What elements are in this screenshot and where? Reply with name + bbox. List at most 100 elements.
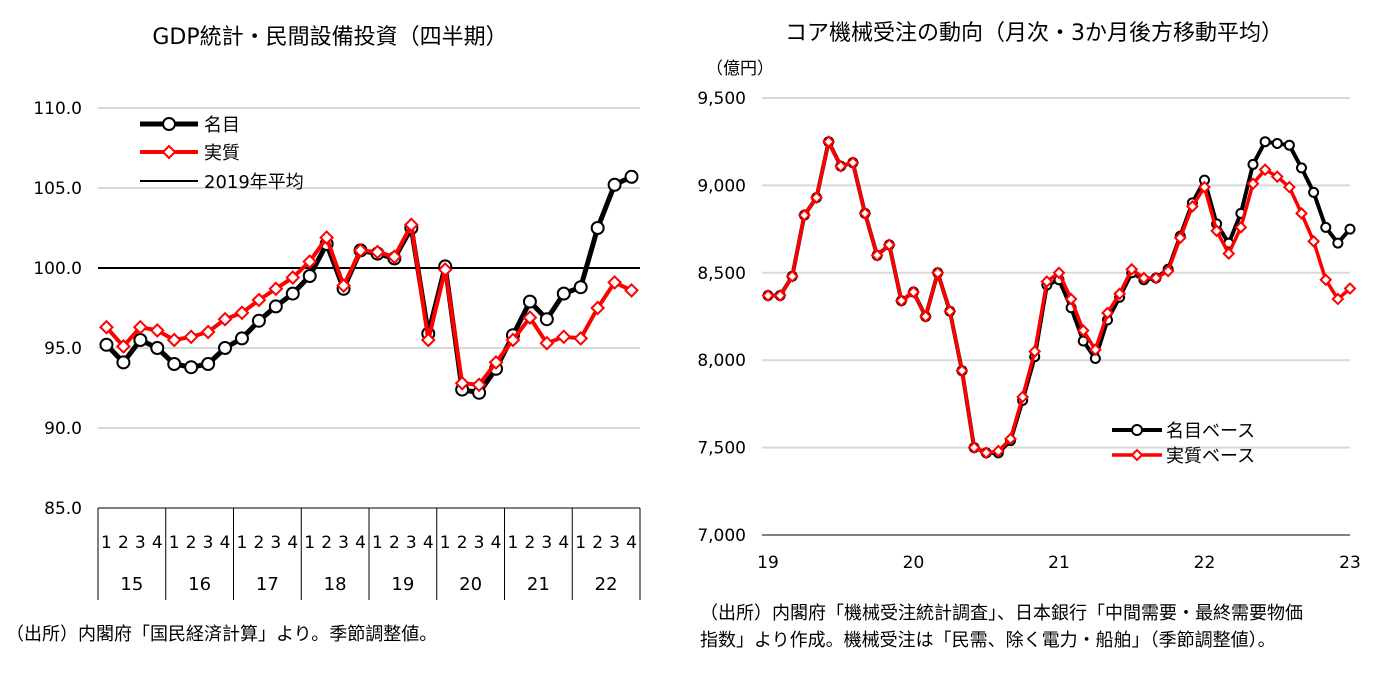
real-point	[1198, 180, 1211, 194]
quarter-label: 2	[118, 533, 129, 553]
quarter-label: 2	[592, 533, 603, 553]
real-point	[1319, 273, 1333, 287]
real-point	[943, 304, 957, 318]
real-point	[1113, 287, 1127, 301]
quarter-label: 1	[575, 533, 586, 553]
real-point	[353, 242, 368, 258]
gdp-gridlines	[98, 107, 640, 429]
real-point	[200, 324, 216, 340]
real-point	[1101, 306, 1114, 320]
real-point	[336, 278, 352, 294]
real-point	[1222, 247, 1236, 260]
quarter-label: 4	[355, 533, 366, 553]
legend-nominal-label: 名目	[204, 115, 240, 136]
gdp-source-note: （出所）内閣府「国民経済計算」より。季節調整値。	[6, 624, 438, 645]
quarter-label: 2	[524, 533, 535, 553]
real-point	[1331, 292, 1345, 306]
nominal-point	[116, 355, 131, 370]
nominal-point	[573, 280, 588, 295]
real-point	[1185, 199, 1199, 213]
real-series-line	[768, 139, 1352, 455]
real-point	[505, 332, 521, 348]
real-point	[370, 244, 385, 260]
nominal-point	[539, 312, 554, 327]
quarter-label: 2	[457, 533, 468, 553]
y-tick-label: 7,500	[697, 439, 746, 459]
real-point	[931, 266, 945, 280]
nominal-point	[268, 299, 283, 314]
quarter-label: 1	[237, 533, 248, 553]
nominal-point	[285, 286, 300, 301]
real-point	[834, 159, 848, 173]
real-point	[979, 446, 993, 460]
legend-nominal-marker	[162, 117, 176, 131]
real-point	[1234, 220, 1248, 234]
real-point	[1270, 170, 1284, 184]
nominal-point	[167, 357, 182, 371]
real-point	[319, 230, 335, 246]
real-point	[115, 338, 131, 354]
real-point	[1052, 266, 1066, 280]
real-point	[785, 269, 799, 283]
gdp-capex-chart: GDP統計・民間設備投資（四半期） 110.0 105.0 100.0 95.0 90.…	[33, 25, 641, 600]
real-point	[166, 332, 182, 348]
nominal-point	[1332, 237, 1344, 249]
nominal-point	[251, 313, 266, 328]
real-point	[1343, 282, 1357, 295]
quarter-label: 3	[203, 533, 214, 553]
year-label: 19	[391, 574, 414, 595]
real-point	[217, 311, 233, 327]
real-point	[420, 332, 436, 348]
legend-real-label: 実質ベース	[1166, 446, 1255, 467]
nominal-series-line	[104, 174, 633, 396]
real-point	[1064, 292, 1078, 306]
real-point	[522, 310, 538, 326]
nominal-point	[1271, 137, 1283, 149]
year-label: 20	[459, 574, 482, 595]
quarter-label: 4	[491, 533, 502, 553]
legend-reference-label: 2019年平均	[204, 172, 304, 193]
machinery-orders-chart: コア機械受注の動向（月次・3か月後方移動平均） （億円） 9,500 9,000 8…	[697, 21, 1360, 573]
nominal-series-line	[768, 139, 1352, 455]
real-point	[268, 281, 284, 297]
real-point	[1040, 275, 1054, 288]
quarter-label: 1	[304, 533, 315, 553]
y-tick-label: 9,500	[697, 89, 746, 109]
quarter-label: 3	[609, 533, 620, 553]
real-point	[1161, 264, 1175, 278]
orders-chart-title: コア機械受注の動向（月次・3か月後方移動平均）	[785, 21, 1283, 46]
orders-y-axis: 9,500 9,000 8,500 8,000 7,500 7,000	[697, 89, 746, 546]
real-point	[1125, 262, 1139, 276]
y-tick-label: 7,000	[697, 526, 746, 546]
real-point	[797, 208, 811, 222]
x-tick-label: 23	[1339, 553, 1361, 573]
quarter-label: 3	[270, 533, 281, 553]
real-point	[386, 249, 402, 265]
real-point	[1258, 163, 1272, 177]
nominal-point	[302, 269, 317, 283]
year-label: 22	[595, 574, 618, 595]
orders-y-unit-label: （億円）	[706, 59, 774, 79]
real-point	[1076, 324, 1090, 337]
nominal-point	[201, 357, 216, 371]
real-point	[810, 191, 823, 205]
gdp-y-axis: 110.0 105.0 100.0 95.0 90.0 85.0	[33, 99, 82, 519]
nominal-point	[150, 341, 165, 355]
real-point	[773, 289, 787, 302]
year-label: 16	[188, 574, 211, 595]
real-point	[573, 330, 589, 346]
real-point	[471, 377, 487, 393]
quarter-label: 4	[220, 533, 231, 553]
quarter-label: 3	[541, 533, 552, 553]
real-point	[894, 294, 908, 308]
x-tick-label: 20	[903, 553, 925, 573]
nominal-point	[234, 331, 249, 346]
real-point	[955, 364, 969, 378]
nominal-point	[218, 341, 233, 355]
gdp-chart-title: GDP統計・民間設備投資（四半期）	[152, 25, 507, 50]
real-point	[1210, 224, 1224, 238]
year-label: 21	[527, 574, 550, 595]
real-point	[919, 310, 933, 323]
